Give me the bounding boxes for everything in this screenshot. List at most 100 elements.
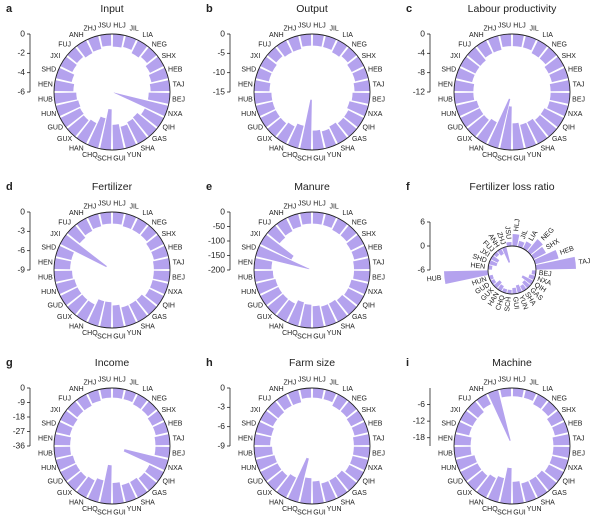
category-label: GAS [352,136,367,143]
category-label: LIA [142,210,153,217]
bar [520,284,527,292]
bar [336,294,357,315]
bar [352,446,370,458]
bar [497,284,504,292]
category-label: GUI [313,509,326,516]
category-label: HAN [269,324,284,331]
category-label: BEJ [172,274,185,281]
category-label: FUJ [58,41,71,48]
panel-label: h [206,357,213,369]
bar [353,80,370,92]
y-tick-label: -18 [413,432,426,442]
category-label: FUJ [458,41,471,48]
category-label: LIA [142,32,153,39]
bar [539,47,557,65]
category-label: NEG [352,219,367,226]
y-tick-label: -18 [13,411,26,421]
bar [260,463,282,482]
category-label: CHQ [82,506,98,513]
category-label: CHQ [282,506,298,513]
bar [148,67,169,83]
category-label: HUN [41,111,56,118]
bar [512,34,524,48]
category-label: HUB [238,274,253,281]
category-label: HUN [241,111,256,118]
bar [154,446,170,458]
category-label: HEN [470,262,485,271]
category-label: ZHJ [283,204,296,211]
category-label: BEJ [372,274,385,281]
bar [141,108,164,128]
bar [255,421,274,436]
category-label: TAJ [373,259,385,266]
bar [130,477,148,498]
bar [60,464,81,482]
category-label: SHA [140,324,155,331]
panel-label: b [206,3,213,15]
bar [493,251,500,258]
bar [547,101,569,117]
category-label: QIH [363,124,375,131]
bar [512,481,524,504]
bar [549,92,570,104]
bar [312,480,324,504]
category-label: ZHJ [83,380,96,387]
y-tick-label: -2 [17,48,25,58]
category-label: JSU [98,376,111,383]
category-label: GUD [247,302,263,309]
category-label: QIH [163,124,175,131]
category-label: HAN [69,146,84,153]
bar [460,410,477,427]
bar [523,389,537,401]
bar [267,401,285,419]
panel-label: d [6,181,13,193]
category-label: FUJ [258,41,271,48]
bar [467,47,486,66]
bar [54,270,73,282]
category-label: HEN [38,435,53,442]
category-label: GUI [513,155,526,162]
bar [276,394,292,411]
category-label: SHX [562,407,577,414]
y-tick-label: -12 [413,415,426,425]
category-label: HUB [238,450,253,457]
category-label: FUJ [58,219,71,226]
category-label: ANH [469,32,484,39]
category-label: NXA [168,111,183,118]
category-label: SCH [504,296,513,311]
category-label: SHD [471,253,487,264]
category-label: HEN [238,435,253,442]
category-label: NXA [368,465,383,472]
y-tick-label: -200 [208,264,225,274]
bar [476,474,496,498]
bar [76,394,92,411]
bar [523,35,537,51]
bar [455,455,477,471]
category-label: ANH [69,386,84,393]
bar [149,80,170,92]
bar [500,34,512,48]
category-label: HEB [168,67,183,74]
category-label: HEN [38,81,53,88]
category-label: SHD [241,245,256,252]
panel: c Labour productivity 0 -4 -8 -12 HLJ JIL LIA NEG… [406,3,585,163]
bar [535,115,557,137]
category-label: HLJ [313,376,325,383]
category-label: JXI [50,53,60,60]
category-label: ANH [469,386,484,393]
y-tick-label: -5 [217,48,225,58]
bar [55,67,75,83]
category-label: YUN [327,330,342,337]
category-label: HUN [441,465,456,472]
zero-ring [253,33,371,151]
bar [287,300,304,327]
panel-label: i [406,357,409,369]
bar [454,446,472,458]
bar [54,434,72,446]
category-label: HAN [469,500,484,507]
category-label: HUN [471,276,488,288]
bar [67,294,88,315]
bar [488,265,493,270]
bar [113,92,169,117]
